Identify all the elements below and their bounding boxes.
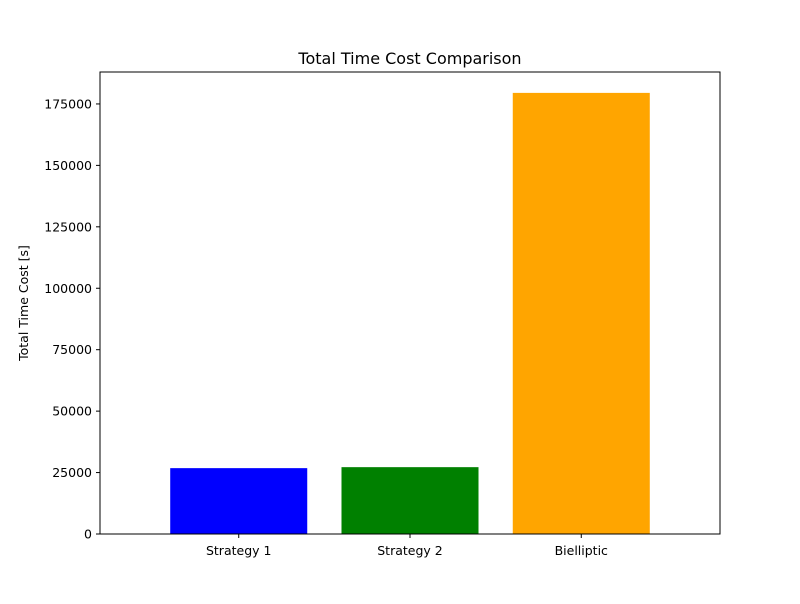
y-tick-label: 75000 <box>52 342 92 357</box>
chart-title: Total Time Cost Comparison <box>297 49 521 68</box>
x-axis: Strategy 1 Strategy 2 Bielliptic <box>206 534 608 558</box>
y-tick-label: 175000 <box>44 96 92 111</box>
plot-frame <box>99 71 721 535</box>
y-tick-label: 50000 <box>52 404 92 419</box>
bar-strategy-2 <box>341 467 479 534</box>
y-tick-label: 150000 <box>44 158 92 173</box>
x-tick-label: Bielliptic <box>555 543 608 558</box>
bar-strategy-1 <box>170 468 308 534</box>
y-tick-label: 0 <box>84 527 92 542</box>
bar-bielliptic <box>512 92 650 534</box>
y-tick-label: 25000 <box>52 465 92 480</box>
x-tick-label: Strategy 2 <box>377 543 443 558</box>
bars-layer <box>170 92 650 534</box>
y-axis-label: Total Time Cost [s] <box>16 245 31 362</box>
y-axis: 0 25000 50000 75000 100000 125000 150000 175000 <box>44 96 100 542</box>
x-tick-label: Strategy 1 <box>206 543 272 558</box>
y-tick-label: 100000 <box>44 281 92 296</box>
y-tick-label: 125000 <box>44 219 92 234</box>
